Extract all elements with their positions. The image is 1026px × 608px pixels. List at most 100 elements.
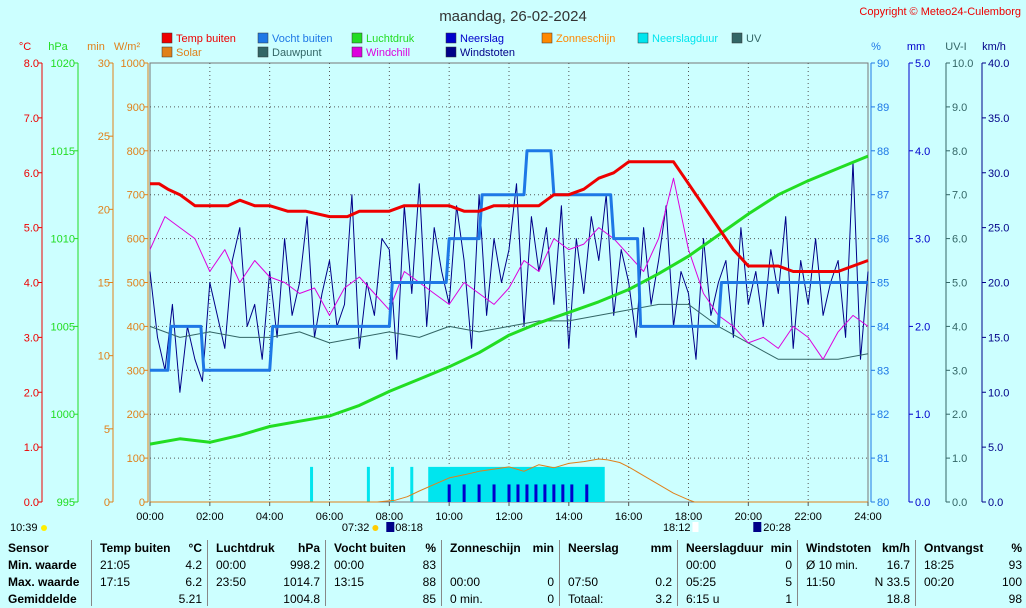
stats-header: Temp buiten °C — [92, 540, 206, 557]
stats-cell-label: 21:05 — [100, 558, 131, 572]
right-axes: 80 81 82 83 84 85 86 87 88 89 90 0.0 1.0 2.0 3.0 4.0 5.0… — [870, 58, 1009, 509]
series-line-windchill — [149, 177, 869, 360]
stats-column: Neerslag mm 07:50 0.2 Totaal: 3.2 — [560, 538, 676, 608]
sunset-icon — [692, 522, 699, 532]
stats-row: 5.21 — [92, 591, 206, 608]
legend-label: Windstoten — [460, 47, 515, 59]
chart-title: maandag, 26-02-2024 — [439, 8, 587, 25]
sun-moon-markers: 10:39 07:32 08:18 18:12 20:28 — [10, 522, 791, 534]
stats-cell-label: 23:50 — [216, 575, 247, 589]
axis-tick-label: 900 — [127, 102, 145, 114]
stats-row: 98 — [916, 591, 1026, 608]
legend-label: Neerslagduur — [652, 33, 718, 45]
stats-cell-label: Gemiddelde — [8, 592, 77, 606]
x-tick-label: 12:00 — [495, 511, 523, 523]
x-tick-label: 04:00 — [256, 511, 284, 523]
axis-tick-label: 30.0 — [988, 168, 1009, 180]
legend-swatch — [351, 32, 363, 44]
axis-tick-label: 2.0 — [915, 321, 930, 333]
stats-header: Max. waarde — [0, 574, 92, 591]
series-line-temp-buiten — [150, 160, 869, 273]
axis-tick-label: 10.0 — [988, 387, 1009, 399]
sunrise-icon — [372, 525, 379, 531]
legend-label: Zonneschijn — [556, 33, 615, 45]
stats-column: Luchtdruk hPa 00:00 998.2 23:50 1014.7 1004.8 — [208, 538, 324, 608]
legend-swatch — [161, 46, 173, 58]
axis-tick-label: 86 — [877, 234, 889, 246]
stats-cell-value: 1 — [785, 592, 792, 606]
axis-tick-label: 2.0 — [24, 387, 39, 399]
stats-header: Gemiddelde — [0, 591, 92, 608]
rain-duration-bar — [310, 466, 314, 502]
axis-tick-label: 25.0 — [988, 223, 1009, 235]
x-tick-label: 14:00 — [555, 511, 583, 523]
stats-cell-value: 0 — [547, 575, 554, 589]
axis-tick-label: 1.0 — [952, 453, 967, 465]
axis-tick-label: 7.0 — [952, 190, 967, 202]
rain-bar — [552, 484, 556, 502]
axis-tick-label: 30 — [98, 58, 110, 70]
stats-row — [442, 557, 558, 574]
axis-tick-label: 0.0 — [24, 497, 39, 509]
stats-column: Ontvangst% 18:25 93 00:20 100 98 — [916, 538, 1026, 608]
stats-cell-value: N 33.5 — [874, 575, 910, 589]
stats-row: 23:50 1014.7 — [208, 574, 324, 591]
series-line-luchtdruk — [149, 154, 869, 446]
stats-cell-label: Ø 10 min. — [806, 558, 859, 572]
axis-tick-label: 100 — [127, 453, 145, 465]
moonset-icon — [753, 522, 762, 532]
legend-label: Windchill — [366, 47, 410, 59]
axis-tick-label: 1015 — [51, 146, 75, 158]
stats-row: 00:20 100 — [916, 574, 1026, 591]
stats-row: 0 min. 0 — [442, 591, 558, 608]
axis-unit-label: min — [87, 41, 105, 53]
axis-tick-label: 5.0 — [915, 58, 930, 70]
rain-bar — [543, 484, 547, 502]
stats-row: 85 — [326, 591, 440, 608]
stats-cell-label: 00:00 — [686, 558, 717, 572]
stats-cell-label: Vocht buiten — [334, 541, 406, 555]
stats-row: 05:25 5 — [678, 574, 796, 591]
legend-label: Neerslag — [460, 33, 504, 45]
legend-swatch — [161, 32, 173, 44]
stats-cell-value: 1014.7 — [283, 575, 320, 589]
legend-swatch — [541, 32, 553, 44]
stats-cell-label: 18:25 — [924, 558, 955, 572]
legend-swatch — [445, 32, 457, 44]
stats-header: Neerslagduur min — [678, 540, 796, 557]
legend-swatch — [637, 32, 649, 44]
stats-cell-value: 16.7 — [886, 558, 910, 572]
x-tick-label: 18:00 — [675, 511, 703, 523]
stats-row: 21:05 4.2 — [92, 557, 206, 574]
stats-cell-value: % — [1011, 541, 1022, 555]
stats-row: 00:00 998.2 — [208, 557, 324, 574]
axis-tick-label: 20.0 — [988, 278, 1009, 290]
axis-tick-label: 6.0 — [952, 234, 967, 246]
stats-row: 18:25 93 — [916, 557, 1026, 574]
axis-tick-label: 0.0 — [952, 497, 967, 509]
axis-tick-label: 600 — [127, 234, 145, 246]
axis-unit-label: % — [871, 41, 881, 53]
axis-unit-label: UV-I — [945, 41, 966, 53]
series-line-solar — [150, 458, 868, 503]
rain-duration-bar — [410, 466, 414, 502]
stats-cell-value: min — [532, 541, 554, 555]
rain-bar — [570, 484, 574, 502]
stats-cell-label: Windstoten — [806, 541, 872, 555]
x-tick-label: 20:00 — [735, 511, 763, 523]
stats-header: Luchtdruk hPa — [208, 540, 324, 557]
stats-cell-label: Totaal: — [568, 592, 604, 606]
stats-cell-label: 6:15 u — [686, 592, 720, 606]
left-axes: 0.01.02.03.04.05.06.07.08.09951000100510… — [24, 58, 149, 509]
stats-separator — [797, 540, 798, 606]
sunset-label: 18:12 — [663, 522, 691, 534]
copyright-text: Copyright © Meteo24-Culemborg — [859, 6, 1021, 18]
stats-cell-value: 100 — [1001, 575, 1022, 589]
axis-tick-label: 1.0 — [915, 409, 930, 421]
x-tick-label: 10:00 — [435, 511, 463, 523]
rain-bar — [525, 484, 529, 502]
stats-cell-label: 05:25 — [686, 575, 717, 589]
axis-tick-label: 1005 — [51, 321, 75, 333]
rain-duration-bar — [366, 466, 370, 502]
axis-unit-label: km/h — [982, 41, 1006, 53]
